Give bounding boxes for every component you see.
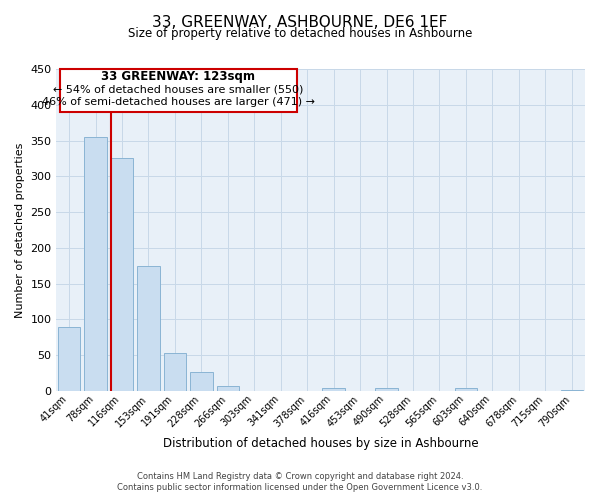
Bar: [560, 390, 583, 391]
Text: 46% of semi-detached houses are larger (471) →: 46% of semi-detached houses are larger (…: [42, 98, 315, 108]
Y-axis label: Number of detached properties: Number of detached properties: [15, 142, 25, 318]
Bar: [322, 388, 345, 391]
Text: Contains public sector information licensed under the Open Government Licence v3: Contains public sector information licen…: [118, 484, 482, 492]
Bar: [164, 353, 186, 391]
X-axis label: Distribution of detached houses by size in Ashbourne: Distribution of detached houses by size …: [163, 437, 478, 450]
Text: 33, GREENWAY, ASHBOURNE, DE6 1EF: 33, GREENWAY, ASHBOURNE, DE6 1EF: [152, 15, 448, 30]
Bar: [58, 326, 80, 391]
Text: ← 54% of detached houses are smaller (550): ← 54% of detached houses are smaller (55…: [53, 84, 304, 94]
Bar: [455, 388, 477, 391]
Bar: [217, 386, 239, 391]
Bar: [376, 388, 398, 391]
Bar: [190, 372, 212, 391]
Bar: [111, 158, 133, 391]
Text: Size of property relative to detached houses in Ashbourne: Size of property relative to detached ho…: [128, 28, 472, 40]
Text: Contains HM Land Registry data © Crown copyright and database right 2024.: Contains HM Land Registry data © Crown c…: [137, 472, 463, 481]
Text: 33 GREENWAY: 123sqm: 33 GREENWAY: 123sqm: [101, 70, 255, 83]
Bar: [137, 266, 160, 391]
Bar: [84, 137, 107, 391]
